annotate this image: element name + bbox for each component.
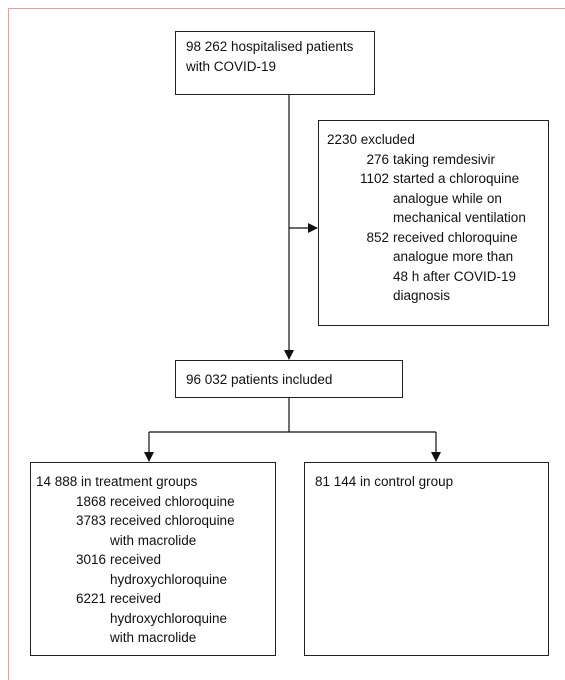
box-item: 3016 received hydroxychloroquine [36, 550, 270, 589]
item-text: started a chloroquine analogue while on me… [393, 169, 540, 228]
box-title: 81 144 in control group [315, 474, 454, 489]
item-text: taking remdesivir [393, 150, 540, 170]
item-line: with macrolide [110, 532, 197, 548]
item-line: analogue while on [393, 190, 502, 206]
box-item: 852 received chloroquine analogue more tha… [327, 228, 540, 306]
item-text: received hydroxychloroquine with macrolide [110, 589, 270, 648]
item-line: received [110, 591, 162, 606]
item-number: 3783 [75, 513, 106, 528]
item-number: 1102 [359, 171, 389, 186]
item-number: 852 [366, 229, 389, 245]
item-line: 48 h after COVID-19 [393, 268, 517, 284]
item-line: mechanical ventilation [393, 210, 526, 225]
item-number: 1868 [75, 493, 106, 509]
page-frame [8, 8, 565, 680]
box-line: 96 032 patients included [186, 372, 333, 387]
box-title: 14 888 in treatment groups [36, 474, 198, 489]
item-line: hydroxychloroquine [110, 571, 228, 587]
box-line: with COVID-19 [186, 58, 277, 74]
flow-box: 81 144 in control group [304, 462, 549, 656]
box-item: 1868 received chloroquine [36, 492, 270, 512]
box-title: 2230 excluded [327, 132, 415, 147]
box-item: 1102 started a chloroquine analogue while … [327, 169, 540, 228]
item-line: received chloroquine [110, 493, 235, 509]
item-text: received chloroquine [110, 492, 270, 512]
item-text: received chloroquine with macrolide [110, 511, 270, 550]
item-line: started a chloroquine [393, 171, 520, 186]
item-line: received chloroquine [110, 513, 235, 528]
item-number: 3016 [75, 552, 106, 567]
item-text: received chloroquine analogue more than 48… [393, 228, 540, 306]
item-line: received [110, 552, 162, 567]
item-number: 276 [366, 151, 389, 167]
item-line: received chloroquine [393, 229, 518, 245]
item-text: received hydroxychloroquine [110, 550, 270, 589]
box-item: 6221 received hydroxychloroquine with macro… [36, 589, 270, 648]
item-line: hydroxychloroquine [110, 610, 228, 626]
item-line: taking remdesivir [393, 151, 496, 167]
flow-box: 2230 excluded 276 taking remdesivir 1102 sta… [318, 120, 549, 326]
box-line: 98 262 hospitalised patients [186, 39, 354, 54]
item-line: diagnosis [393, 288, 451, 303]
flow-box: 96 032 patients included [175, 360, 403, 398]
box-item: 3783 received chloroquine with macrolide [36, 511, 270, 550]
item-line: analogue more than [393, 249, 514, 264]
flow-box: 98 262 hospitalised patients with COVID-1… [175, 31, 375, 95]
flow-box: 14 888 in treatment groups 1868 received c… [30, 462, 276, 656]
box-item: 276 taking remdesivir [327, 150, 540, 170]
item-line: with macrolide [110, 630, 197, 645]
item-number: 6221 [75, 591, 106, 606]
